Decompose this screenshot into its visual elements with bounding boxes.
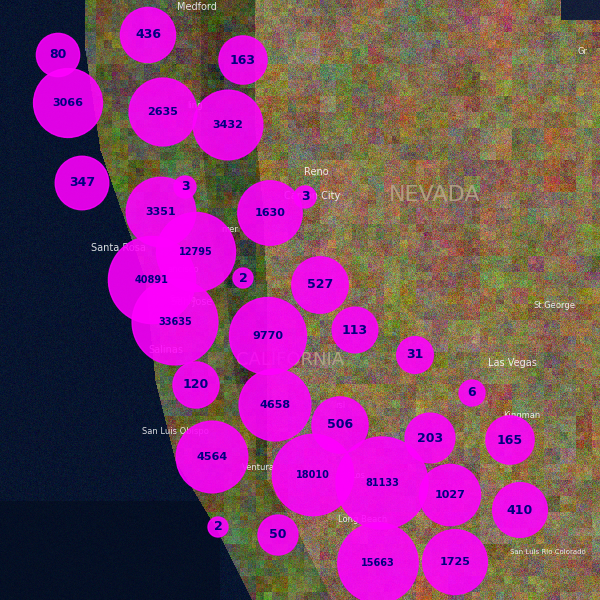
Text: 3066: 3066	[53, 98, 83, 108]
Circle shape	[174, 176, 196, 198]
Circle shape	[486, 416, 534, 464]
Text: 40891: 40891	[135, 275, 169, 285]
Text: 6: 6	[467, 386, 476, 400]
Circle shape	[336, 437, 428, 529]
Text: 165: 165	[497, 433, 523, 446]
Text: San Jo: San Jo	[170, 295, 196, 304]
Circle shape	[129, 78, 197, 146]
Text: 18010: 18010	[296, 470, 330, 480]
Text: Gr: Gr	[578, 47, 588, 56]
Text: rsl: rsl	[335, 401, 345, 409]
Text: 120: 120	[183, 379, 209, 391]
Circle shape	[126, 177, 196, 247]
Text: Medford: Medford	[177, 2, 217, 12]
Circle shape	[55, 156, 109, 210]
Text: ancisco: ancisco	[167, 265, 199, 275]
Text: 410: 410	[507, 503, 533, 517]
Text: 527: 527	[307, 278, 333, 292]
Circle shape	[109, 236, 196, 323]
Text: 80: 80	[49, 49, 67, 61]
Circle shape	[397, 337, 433, 373]
Circle shape	[332, 307, 378, 353]
Text: Ventura: Ventura	[241, 463, 275, 473]
Text: 12795: 12795	[179, 247, 213, 257]
Text: Reno: Reno	[304, 167, 328, 177]
Circle shape	[419, 464, 481, 526]
Text: 1027: 1027	[434, 490, 466, 500]
Circle shape	[34, 68, 103, 137]
Text: 506: 506	[327, 419, 353, 431]
Text: Carson City: Carson City	[284, 191, 340, 201]
Text: 1630: 1630	[254, 208, 286, 218]
Circle shape	[121, 7, 176, 62]
Text: San Jose: San Jose	[172, 297, 212, 307]
Text: 436: 436	[135, 28, 161, 41]
Text: 347: 347	[69, 176, 95, 190]
Text: ling: ling	[187, 100, 203, 109]
Circle shape	[173, 362, 219, 408]
Circle shape	[176, 421, 248, 493]
Text: 3: 3	[181, 181, 190, 193]
Text: 4658: 4658	[259, 400, 290, 410]
Circle shape	[258, 515, 298, 555]
Text: San Luis Obispo: San Luis Obispo	[142, 427, 208, 437]
Text: 3351: 3351	[146, 207, 176, 217]
Circle shape	[459, 380, 485, 406]
Text: 1725: 1725	[440, 557, 470, 567]
Text: Salinas: Salinas	[149, 345, 184, 355]
Text: St.George: St.George	[533, 301, 575, 310]
Text: Long Beach: Long Beach	[338, 515, 388, 524]
Text: 3: 3	[301, 191, 310, 203]
Text: 2: 2	[239, 271, 247, 284]
Text: 3432: 3432	[212, 120, 244, 130]
Circle shape	[157, 212, 235, 292]
Circle shape	[312, 397, 368, 453]
Text: NEVADA: NEVADA	[389, 185, 481, 205]
Text: Santa Rosa: Santa Rosa	[91, 243, 145, 253]
Circle shape	[229, 298, 307, 374]
Text: 15663: 15663	[361, 558, 395, 568]
Circle shape	[233, 268, 253, 288]
Text: 113: 113	[342, 323, 368, 337]
Text: Los: Los	[351, 470, 365, 479]
Text: mer: mer	[221, 226, 238, 235]
Circle shape	[338, 523, 418, 600]
Text: 31: 31	[406, 349, 424, 361]
Text: 33635: 33635	[158, 317, 192, 327]
Circle shape	[405, 413, 455, 463]
Text: 2635: 2635	[148, 107, 178, 117]
Text: CALIFORNIA: CALIFORNIA	[236, 351, 344, 369]
Circle shape	[239, 369, 311, 441]
Text: Kingman: Kingman	[503, 410, 541, 419]
Text: 163: 163	[230, 53, 256, 67]
Circle shape	[292, 257, 348, 313]
Circle shape	[132, 279, 218, 365]
Circle shape	[193, 90, 263, 160]
Text: 4564: 4564	[196, 452, 227, 462]
Text: 9770: 9770	[253, 331, 284, 341]
Text: San Luis Rio Colorado: San Luis Rio Colorado	[510, 549, 586, 555]
Text: 2: 2	[214, 520, 223, 533]
Circle shape	[294, 186, 316, 208]
Circle shape	[37, 34, 80, 77]
Text: 81133: 81133	[365, 478, 399, 488]
Text: 203: 203	[417, 431, 443, 445]
Text: 50: 50	[269, 529, 287, 541]
Circle shape	[493, 482, 547, 538]
Circle shape	[422, 530, 487, 595]
Circle shape	[272, 434, 353, 515]
Circle shape	[238, 181, 302, 245]
Text: Las Vegas: Las Vegas	[488, 358, 536, 368]
Circle shape	[208, 517, 228, 537]
Circle shape	[219, 36, 267, 84]
